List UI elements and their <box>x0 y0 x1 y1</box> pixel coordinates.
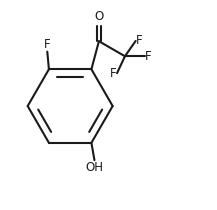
Text: O: O <box>94 10 104 22</box>
Text: F: F <box>136 34 143 47</box>
Text: F: F <box>44 38 51 51</box>
Text: F: F <box>145 50 152 63</box>
Text: OH: OH <box>85 161 104 174</box>
Text: F: F <box>110 67 117 80</box>
